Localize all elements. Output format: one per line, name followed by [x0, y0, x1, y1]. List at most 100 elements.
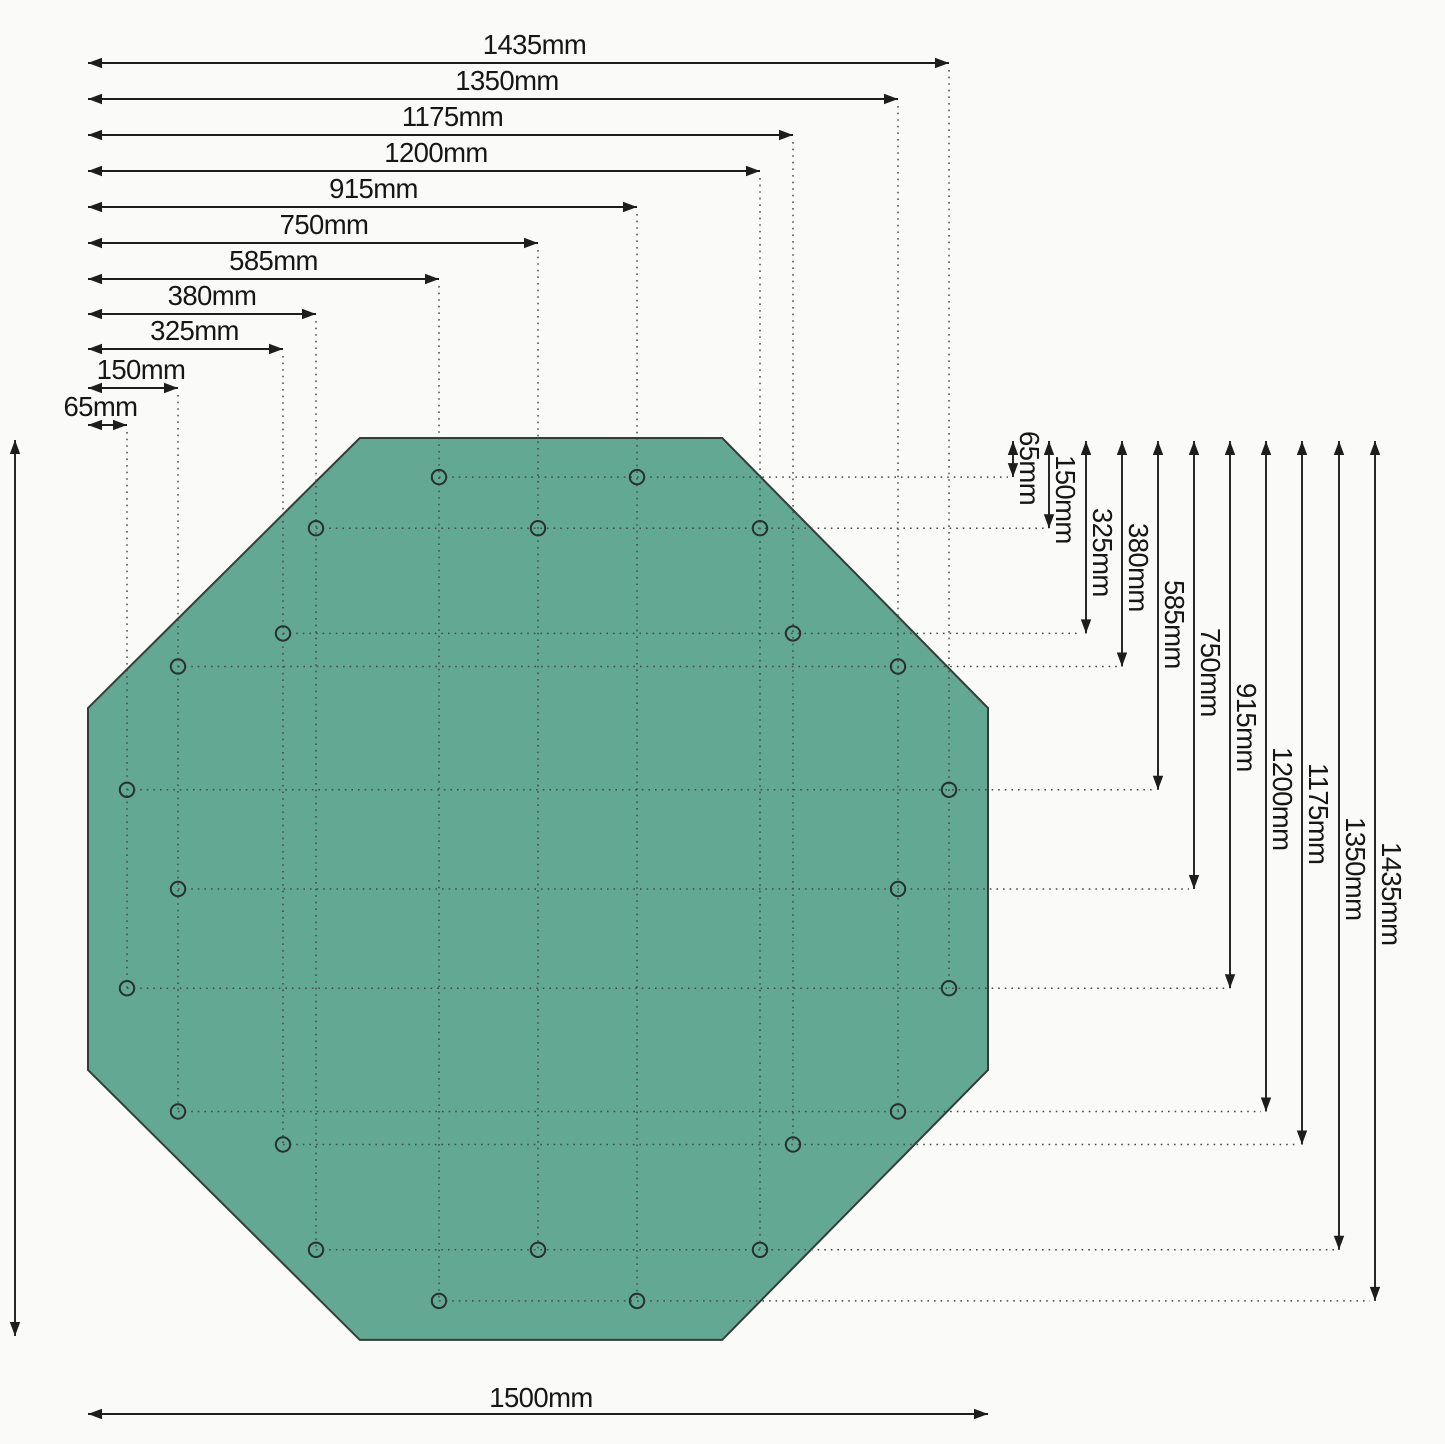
dim-label: 1435mm [483, 29, 586, 60]
right-dim-1435mm: 1435mm [1369, 441, 1407, 1301]
right-dim-1350mm: 1350mm [1333, 441, 1371, 1250]
arrow-left-icon [88, 382, 102, 394]
top-dim-325mm: 325mm [88, 315, 283, 355]
hole [940, 781, 958, 798]
hole [430, 1292, 448, 1310]
arrow-right-icon [884, 93, 898, 105]
top-dim-65mm: 65mm [63, 391, 138, 431]
bottom-dim-1500mm: 1500mm [88, 1382, 988, 1420]
hole-grid [118, 468, 958, 1310]
arrow-up-icon [9, 440, 21, 454]
arrow-right-icon [113, 419, 127, 431]
dim-label: 1175mm [402, 101, 503, 132]
top-dim-1435mm: 1435mm [88, 29, 949, 69]
right-dim-585mm: 585mm [1152, 441, 1190, 790]
dim-label: 1200mm [1267, 747, 1298, 850]
dim-label: 65mm [1014, 431, 1045, 505]
arrow-down-icon [1116, 652, 1128, 667]
arrow-down-icon [1043, 514, 1055, 529]
top-dim-1200mm: 1200mm [88, 137, 760, 177]
top-dim-750mm: 750mm [88, 209, 538, 249]
dim-label: 380mm [1123, 523, 1154, 612]
hole [169, 880, 187, 898]
arrow-down-icon [9, 1322, 21, 1336]
arrow-right-icon [524, 237, 538, 249]
arrow-up-icon [1188, 441, 1200, 455]
right-dim-1175mm: 1175mm [1296, 441, 1334, 1145]
top-dim-1175mm: 1175mm [88, 101, 793, 141]
hole [784, 625, 802, 642]
arrow-left-icon [88, 343, 102, 355]
dim-label: 1350mm [455, 65, 558, 96]
arrow-left-icon [88, 93, 102, 105]
arrow-left-icon [88, 57, 102, 69]
dim-label: 585mm [229, 245, 318, 276]
arrow-up-icon [1080, 441, 1092, 455]
hole [751, 520, 769, 537]
arrow-left-icon [88, 129, 102, 141]
arrow-right-icon [302, 308, 316, 320]
arrow-up-icon [1224, 441, 1236, 455]
hole [529, 520, 547, 537]
dim-label: 750mm [280, 209, 369, 240]
arrow-up-icon [1043, 441, 1055, 455]
arrow-up-icon [1333, 441, 1345, 455]
arrow-up-icon [1260, 441, 1272, 455]
arrow-left-icon [88, 308, 102, 320]
right-dim-65mm: 65mm [1007, 431, 1045, 505]
hole [784, 1136, 802, 1153]
hole [274, 1136, 292, 1153]
hole [940, 980, 958, 997]
dim-label: 1200mm [384, 137, 487, 168]
dim-label: 585mm [1159, 580, 1190, 669]
hole [274, 625, 292, 642]
top-dim-150mm: 150mm [88, 354, 186, 394]
arrow-down-icon [1333, 1235, 1345, 1250]
dim-label: 150mm [97, 354, 186, 385]
dim-label: 1435mm [1376, 842, 1407, 945]
arrow-left-icon [88, 237, 102, 249]
arrow-left-icon [88, 165, 102, 177]
dim-label: 750mm [1195, 628, 1226, 717]
hole [529, 1241, 547, 1259]
arrow-up-icon [1296, 441, 1308, 455]
dim-label: 1350mm [1340, 817, 1371, 920]
octagon-panel [87, 437, 989, 1341]
top-dim-380mm: 380mm [88, 280, 316, 320]
arrow-right-icon [974, 1408, 988, 1420]
hole [889, 1103, 907, 1120]
top-dim-1350mm: 1350mm [88, 65, 898, 105]
dim-label: 1175mm [1303, 763, 1334, 864]
arrow-up-icon [1152, 441, 1164, 455]
arrow-left-icon [88, 273, 102, 285]
top-dim-915mm: 915mm [88, 173, 637, 213]
arrow-down-icon [1260, 1097, 1272, 1112]
arrow-down-icon [1224, 974, 1236, 989]
hole [889, 658, 907, 675]
dim-label: 915mm [329, 173, 418, 204]
hole [628, 468, 646, 486]
arrow-up-icon [1369, 441, 1381, 455]
arrow-down-icon [1007, 463, 1019, 478]
dim-label: 325mm [150, 315, 239, 346]
arrow-right-icon [779, 129, 793, 141]
arrow-right-icon [623, 201, 637, 213]
right-dim-150mm: 150mm [1043, 441, 1081, 544]
right-dim-915mm: 915mm [1224, 441, 1262, 989]
hole [307, 520, 325, 537]
right-dim-325mm: 325mm [1080, 441, 1118, 634]
arrow-up-icon [1116, 441, 1128, 455]
dim-label: 65mm [63, 391, 137, 422]
arrow-down-icon [1080, 619, 1092, 634]
leader-lines [126, 70, 1370, 1302]
arrow-left-icon [88, 1408, 102, 1420]
arrow-down-icon [1369, 1286, 1381, 1301]
right-dim-380mm: 380mm [1116, 441, 1154, 667]
arrow-right-icon [425, 273, 439, 285]
top-dim-585mm: 585mm [88, 245, 439, 285]
right-dim-750mm: 750mm [1188, 441, 1226, 889]
hole [118, 980, 136, 997]
arrow-right-icon [935, 57, 949, 69]
